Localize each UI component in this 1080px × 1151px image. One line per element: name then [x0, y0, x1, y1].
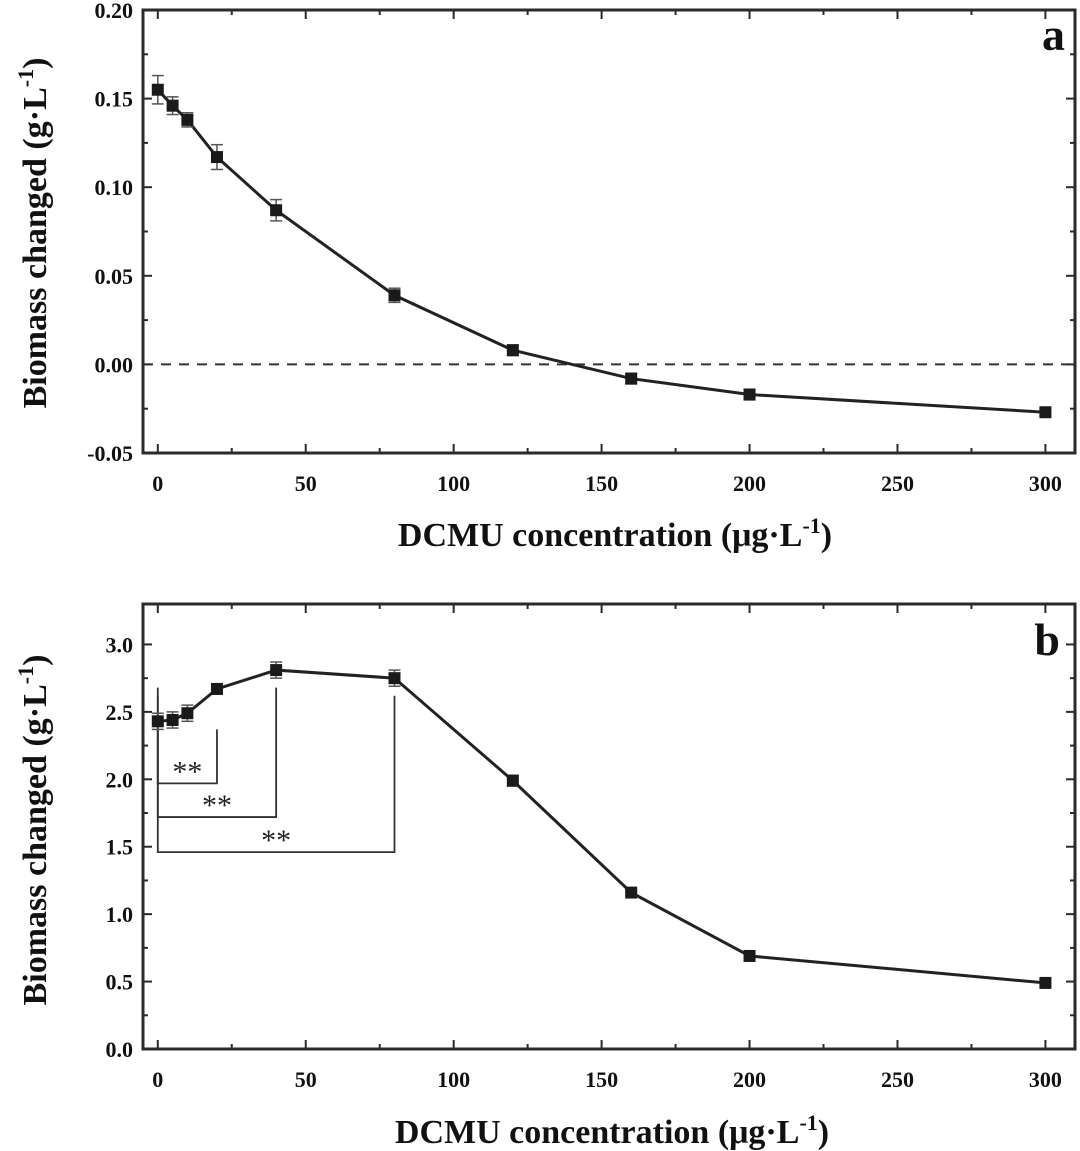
- panel-a-xlabel-main: DCMU concentration (μg·L: [398, 517, 803, 554]
- panel-b-x-tick-label: 150: [585, 1067, 618, 1092]
- panel-a-x-tick-label: 150: [585, 471, 618, 496]
- panel-a-data-point: [181, 113, 194, 126]
- panel-b-y-tick-label: 1.0: [106, 902, 134, 927]
- panel-a-data-point: [270, 204, 283, 217]
- panel-b-x-axis-title: DCMU concentration (μg·L-1): [395, 1110, 829, 1151]
- panel-a-x-tick-label: 0: [152, 471, 163, 496]
- panel-b-data-point: [210, 682, 223, 695]
- panel-a-x-tick-label: 100: [437, 471, 470, 496]
- panel-b-data-point: [181, 707, 194, 720]
- panel-b-significance-bracket: [156, 695, 396, 854]
- panel-a-series-line: [156, 88, 1046, 414]
- panel-a-data-point: [166, 99, 179, 112]
- panel-b-y-tick-label: 3.0: [106, 632, 134, 657]
- panel-b-x-tick-label: 0: [152, 1067, 163, 1092]
- panel-b-data-point: [743, 949, 756, 962]
- panel-a-data-point: [625, 372, 638, 385]
- panel-a-xlabel-end: ): [821, 517, 832, 554]
- panel-b: 0 50 100 150 200 250 3000.00.51.01.52.02.53.0 …: [13, 602, 1077, 1151]
- panel-a-data-point: [743, 388, 756, 401]
- panel-b-significance: ******: [156, 687, 396, 857]
- panel-b-y-tick-label: 1.5: [106, 835, 134, 860]
- panel-a-y-tick-label: -0.05: [87, 441, 133, 466]
- panel-a-marks: [151, 74, 1052, 419]
- panel-a-xlabel-sup: -1: [802, 513, 820, 538]
- panel-b-ylabel-end: ): [17, 655, 54, 666]
- panel-b-marks: [151, 661, 1052, 989]
- panel-a-frame: [141, 8, 1077, 455]
- panel-b-data-point: [625, 886, 638, 899]
- panel-b-xlabel-sup: -1: [799, 1110, 817, 1135]
- panel-b-xlabel-end: ): [818, 1114, 829, 1151]
- panel-a-x-tick-label: 50: [295, 471, 317, 496]
- panel-b-series-line: [157, 668, 1046, 985]
- panel-b-data-point: [166, 713, 179, 726]
- panel-b-xlabel-main: DCMU concentration (μg·L: [395, 1114, 800, 1151]
- panel-b-ylabel-sup: -1: [13, 666, 38, 684]
- panel-b-significance-label: **: [202, 789, 232, 822]
- panel-a-data-point: [210, 151, 223, 164]
- panel-a-x-tick-label: 300: [1029, 471, 1062, 496]
- panel-b-data-point: [1039, 976, 1052, 989]
- panel-a-y-tick-label: 0.00: [95, 352, 134, 377]
- panel-a-data-point: [506, 344, 519, 357]
- panel-b-data-point: [151, 715, 164, 728]
- panel-a-letter: a: [1042, 9, 1065, 60]
- panel-b-letter: b: [1034, 614, 1060, 665]
- panel-a-x-tick-label: 250: [881, 471, 914, 496]
- panel-b-data-point: [270, 664, 283, 677]
- panel-b-y-tick-label: 2.5: [106, 700, 134, 725]
- panel-a-y-axis-title: Biomass changed (g·L-1): [13, 58, 54, 409]
- panel-a-x-axis-title: DCMU concentration (μg·L-1): [398, 513, 832, 554]
- panel-b-ticks: 0 50 100 150 200 250 300 0.0 0.5 1.0 1.5 2.0 2.5 3.0: [106, 604, 1075, 1092]
- panel-b-x-tick-label: 300: [1029, 1067, 1062, 1092]
- panel-a-y-tick-label: 0.10: [95, 175, 134, 200]
- panel-a-ylabel-main: Biomass changed (g·L: [17, 87, 54, 408]
- panel-b-data-point: [388, 672, 401, 685]
- panel-a-y-tick-label: 0.05: [95, 264, 134, 289]
- panel-b-y-tick-label: 2.0: [106, 767, 134, 792]
- panel-b-significance-label: **: [172, 755, 202, 788]
- panel-a-ylabel-end: ): [17, 58, 54, 69]
- panel-a-data-point: [1039, 406, 1052, 419]
- panel-b-frame: [141, 602, 1077, 1051]
- panel-b-x-tick-label: 200: [733, 1067, 766, 1092]
- panel-a-y-tick-label: 0.15: [95, 87, 134, 112]
- panel-b-y-tick-label: 0.0: [106, 1037, 134, 1062]
- panel-b-x-tick-label: 50: [295, 1067, 317, 1092]
- panel-a-ticks: 0 50 100 150 200 250 300 -0.05 0.00 0.05 0.10 0.15 0…: [87, 0, 1075, 496]
- panel-b-significance-label: **: [261, 824, 291, 857]
- panel-b-y-tick-label: 0.5: [106, 970, 134, 995]
- panel-a: 0 50 100 150 200 250 300 -0.05 0.00 0.05 0.10 0.15 0…: [13, 0, 1077, 554]
- panel-a-data-point: [388, 289, 401, 302]
- panel-a-data-point: [151, 83, 164, 96]
- panel-a-y-tick-label: 0.20: [95, 0, 134, 23]
- panel-b-x-tick-label: 100: [437, 1067, 470, 1092]
- panel-b-data-point: [506, 774, 519, 787]
- panel-b-y-axis-title: Biomass changed (g·L-1): [13, 655, 54, 1006]
- panel-b-ylabel-main: Biomass changed (g·L: [17, 684, 54, 1005]
- panel-a-ylabel-sup: -1: [13, 69, 38, 87]
- panel-a-x-tick-label: 200: [733, 471, 766, 496]
- panel-b-x-tick-label: 250: [881, 1067, 914, 1092]
